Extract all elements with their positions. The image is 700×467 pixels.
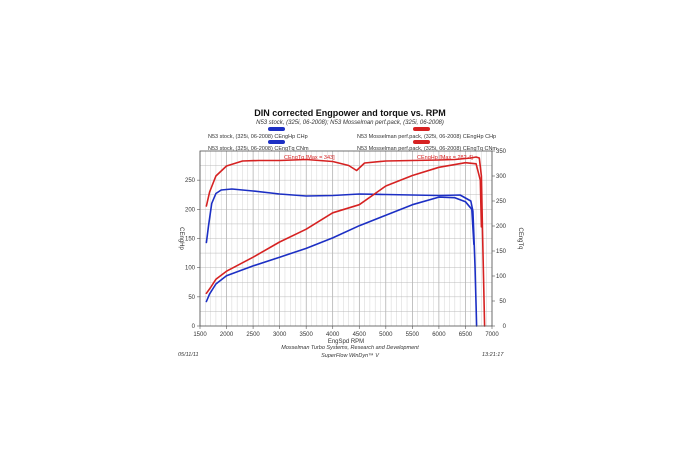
x-tick-label: 2500 bbox=[246, 332, 260, 338]
y-right-tick-label: 100 bbox=[496, 274, 507, 280]
annotation-torque-max: CEngTq [Max = 343] bbox=[284, 155, 335, 161]
annotation-power-max: CEngHp [Max = 282.4] bbox=[417, 155, 473, 161]
legend-swatch-stock-tq bbox=[268, 140, 285, 144]
y-right-tick-label: 150 bbox=[496, 249, 507, 255]
curve-stock-power bbox=[205, 196, 475, 303]
y-left-tick-label: 0 bbox=[192, 324, 196, 330]
y-left-tick-label: 50 bbox=[188, 295, 195, 301]
y-right-tick-label: 0 bbox=[503, 324, 507, 330]
y-right-tick-label: 200 bbox=[496, 224, 507, 230]
x-tick-label: 3000 bbox=[273, 332, 287, 338]
x-tick-label: 6000 bbox=[432, 332, 446, 338]
curve-perf-power bbox=[205, 161, 483, 295]
x-tick-label: 3500 bbox=[300, 332, 314, 338]
chart-subtitle: N53 stock, (325i, 06-2008); N53 Mosselma… bbox=[256, 120, 444, 126]
y-left-tick-label: 250 bbox=[185, 178, 196, 184]
y-left-tick-label: 150 bbox=[185, 237, 196, 243]
footer-date: 05/11/11 bbox=[178, 352, 199, 358]
axis-ticks: 1500 2000 2500 3000 3500 4000 4500 5000 5500 6000… bbox=[185, 149, 507, 338]
y-left-tick-label: 200 bbox=[185, 207, 196, 213]
y-right-tick-label: 350 bbox=[496, 149, 507, 155]
chart-title: DIN corrected Engpower and torque vs. RP… bbox=[254, 108, 446, 118]
legend-swatch-perf-tq bbox=[413, 140, 430, 144]
x-tick-label: 6500 bbox=[459, 332, 473, 338]
y-left-tick-label: 100 bbox=[185, 266, 196, 272]
y-right-tick-label: 250 bbox=[496, 199, 507, 205]
x-tick-label: 5500 bbox=[406, 332, 420, 338]
legend-swatch-stock-hp bbox=[268, 127, 285, 131]
plot-grid bbox=[199, 150, 493, 327]
x-tick-label: 4500 bbox=[353, 332, 367, 338]
footer-company: Mosselman Turbo Systems, Research and De… bbox=[281, 345, 419, 351]
x-tick-label: 7000 bbox=[485, 332, 499, 338]
x-tick-label: 4000 bbox=[326, 332, 340, 338]
x-tick-label: 5000 bbox=[379, 332, 393, 338]
y-right-tick-label: 300 bbox=[496, 174, 507, 180]
curve-stock-torque bbox=[205, 188, 478, 327]
x-axis-label: EngSpd RPM bbox=[328, 339, 364, 345]
footer-time: 13:21:17 bbox=[482, 352, 504, 358]
legend-label-stock-tq: N53 stock, (325i, 06-2008) CEngTq CNm bbox=[208, 146, 309, 152]
y-right-tick-label: 50 bbox=[499, 299, 506, 305]
legend-swatch-perf-hp bbox=[413, 127, 430, 131]
legend-label-stock-hp: N53 stock, (325i, 06-2008) CEngHp CHp bbox=[208, 134, 308, 140]
legend-label-perf-hp: N53 Mosselman perf.pack, (325i, 06-2008)… bbox=[357, 134, 497, 140]
footer-software: SuperFlow WinDyn™ V bbox=[321, 353, 379, 359]
y-axis-label-right: CEngTq bbox=[517, 227, 523, 249]
y-axis-label-left: CEngHp bbox=[178, 227, 184, 250]
x-tick-label: 2000 bbox=[220, 332, 234, 338]
curve-perf-torque bbox=[205, 156, 486, 327]
plot-curves bbox=[205, 156, 486, 327]
legend-label-perf-tq: N53 Mosselman perf.pack, (325i, 06-2008)… bbox=[357, 146, 498, 152]
x-tick-label: 1500 bbox=[193, 332, 207, 338]
